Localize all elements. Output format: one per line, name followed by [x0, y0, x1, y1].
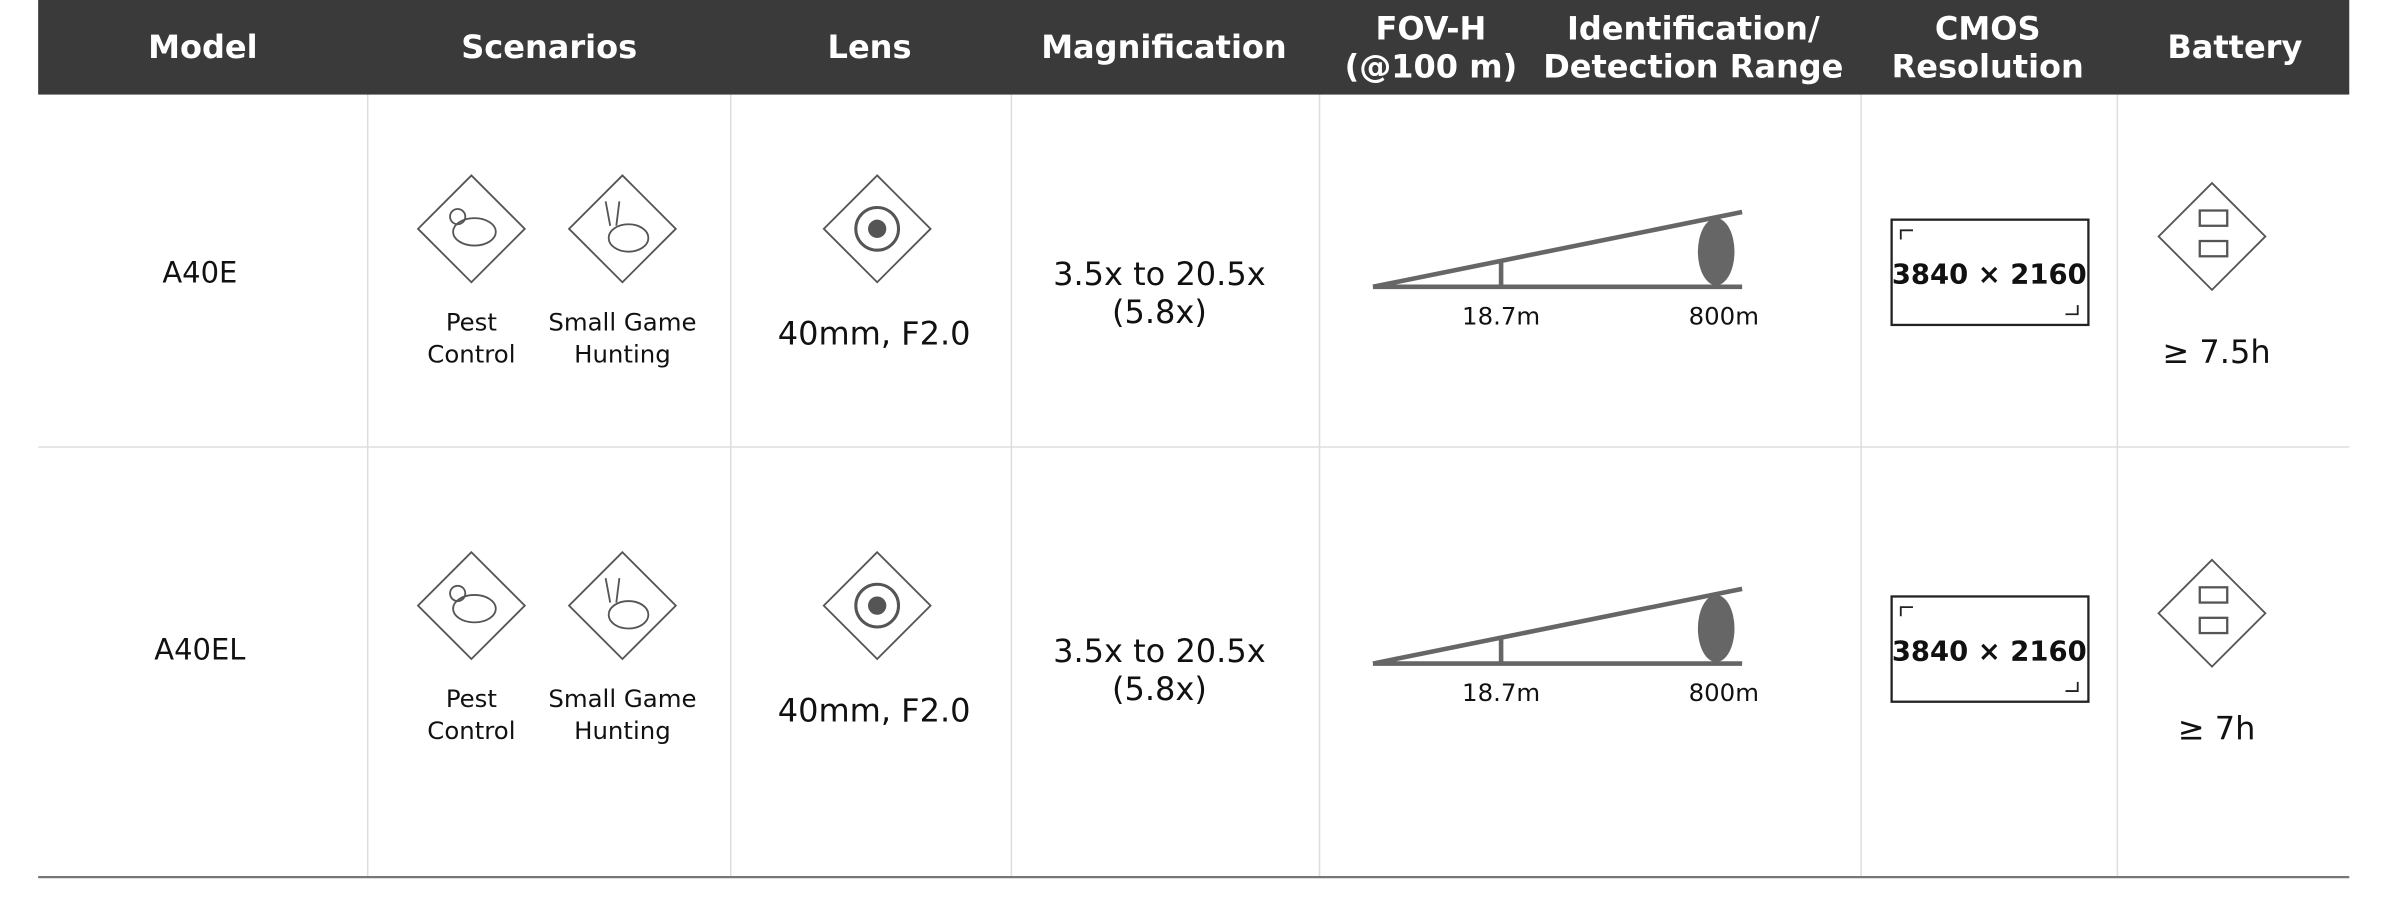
icon-frame [2157, 558, 2267, 668]
scenario-label: Pest [446, 307, 497, 336]
magnification-value: 3.5x to 20.5x [1053, 255, 1266, 293]
battery-cell [2198, 239, 2229, 258]
lens-core [868, 596, 887, 615]
battery-icon [2157, 558, 2267, 668]
icon-frame [2157, 181, 2267, 292]
icon-frame [822, 174, 932, 284]
header-label: Detection Range [1543, 48, 1843, 86]
fov-diagram [1372, 209, 1743, 290]
header-label: Model [148, 28, 257, 66]
lens-core [868, 219, 887, 238]
rabbit-body [607, 600, 650, 630]
resolution-value: 3840 × 2160 [1892, 636, 2087, 667]
box-corners [1899, 606, 2079, 692]
range-value: 800m [1689, 301, 1759, 330]
icon-frame [567, 174, 678, 284]
icon-frame [416, 550, 527, 661]
lens-value: 40mm, F2.0 [778, 691, 971, 729]
box-corners [1899, 229, 2079, 316]
scenario-icon [416, 174, 527, 284]
model-name: A40EL [154, 632, 245, 666]
scenario-label: Small Game [548, 307, 696, 336]
scenario-label: Small Game [548, 684, 696, 713]
resolution-box [1890, 218, 2090, 327]
lens-aperture [854, 582, 901, 629]
mouse-body [452, 594, 497, 624]
header-label: CMOS [1935, 10, 2041, 48]
scenario-label: Control [427, 339, 515, 368]
icon-frame [416, 174, 527, 284]
battery-value: ≥ 7.5h [2162, 333, 2270, 371]
mouse-ear [449, 584, 467, 602]
battery-value: ≥ 7h [2178, 710, 2256, 748]
rabbit-ears [604, 577, 621, 603]
battery-cell [2198, 616, 2229, 635]
lens-aperture [854, 205, 901, 252]
header-label: Magnification [1041, 28, 1287, 66]
resolution-box [1890, 595, 2090, 703]
header-label: Scenarios [461, 28, 637, 66]
magnification-value: 3.5x to 20.5x [1053, 632, 1266, 670]
icon-frame [822, 550, 932, 661]
header-label: Resolution [1892, 48, 2084, 86]
lens-icon [822, 550, 932, 661]
resolution-value: 3840 × 2160 [1892, 260, 2087, 291]
battery-icon [2157, 181, 2267, 292]
range-value: 800m [1689, 678, 1759, 707]
rabbit-ears [604, 201, 621, 226]
target-ellipse [1697, 594, 1735, 663]
fov-value: 18.7m [1462, 301, 1540, 330]
header-label: Battery [2167, 28, 2302, 66]
mouse-body [452, 217, 497, 247]
header-band [38, 0, 2350, 95]
scenario-icon [416, 550, 527, 661]
scenario-label: Hunting [574, 716, 671, 745]
magnification-value: (5.8x) [1112, 293, 1207, 331]
fov-value: 18.7m [1462, 678, 1540, 707]
header-dividers [366, 0, 2119, 95]
scenario-icon [567, 550, 678, 661]
header-label: Identification/ [1567, 10, 1820, 48]
scenario-icon [567, 174, 678, 284]
fov-diagram [1372, 586, 1743, 666]
grid [38, 94, 2350, 878]
icon-frame [567, 550, 678, 661]
rabbit-body [607, 223, 650, 253]
header-label: FOV-H [1376, 10, 1487, 48]
model-name: A40E [162, 256, 237, 290]
target-ellipse [1697, 218, 1735, 286]
scenario-label: Pest [446, 684, 497, 713]
header-label: (@100 m) [1345, 48, 1518, 86]
battery-cell [2198, 586, 2229, 604]
battery-cell [2198, 209, 2229, 227]
scenario-label: Control [427, 716, 515, 745]
lens-icon [822, 174, 932, 284]
scenario-label: Hunting [574, 339, 671, 368]
mouse-ear [449, 208, 467, 226]
lens-value: 40mm, F2.0 [778, 315, 971, 353]
magnification-value: (5.8x) [1112, 670, 1207, 708]
header-label: Lens [828, 28, 912, 66]
